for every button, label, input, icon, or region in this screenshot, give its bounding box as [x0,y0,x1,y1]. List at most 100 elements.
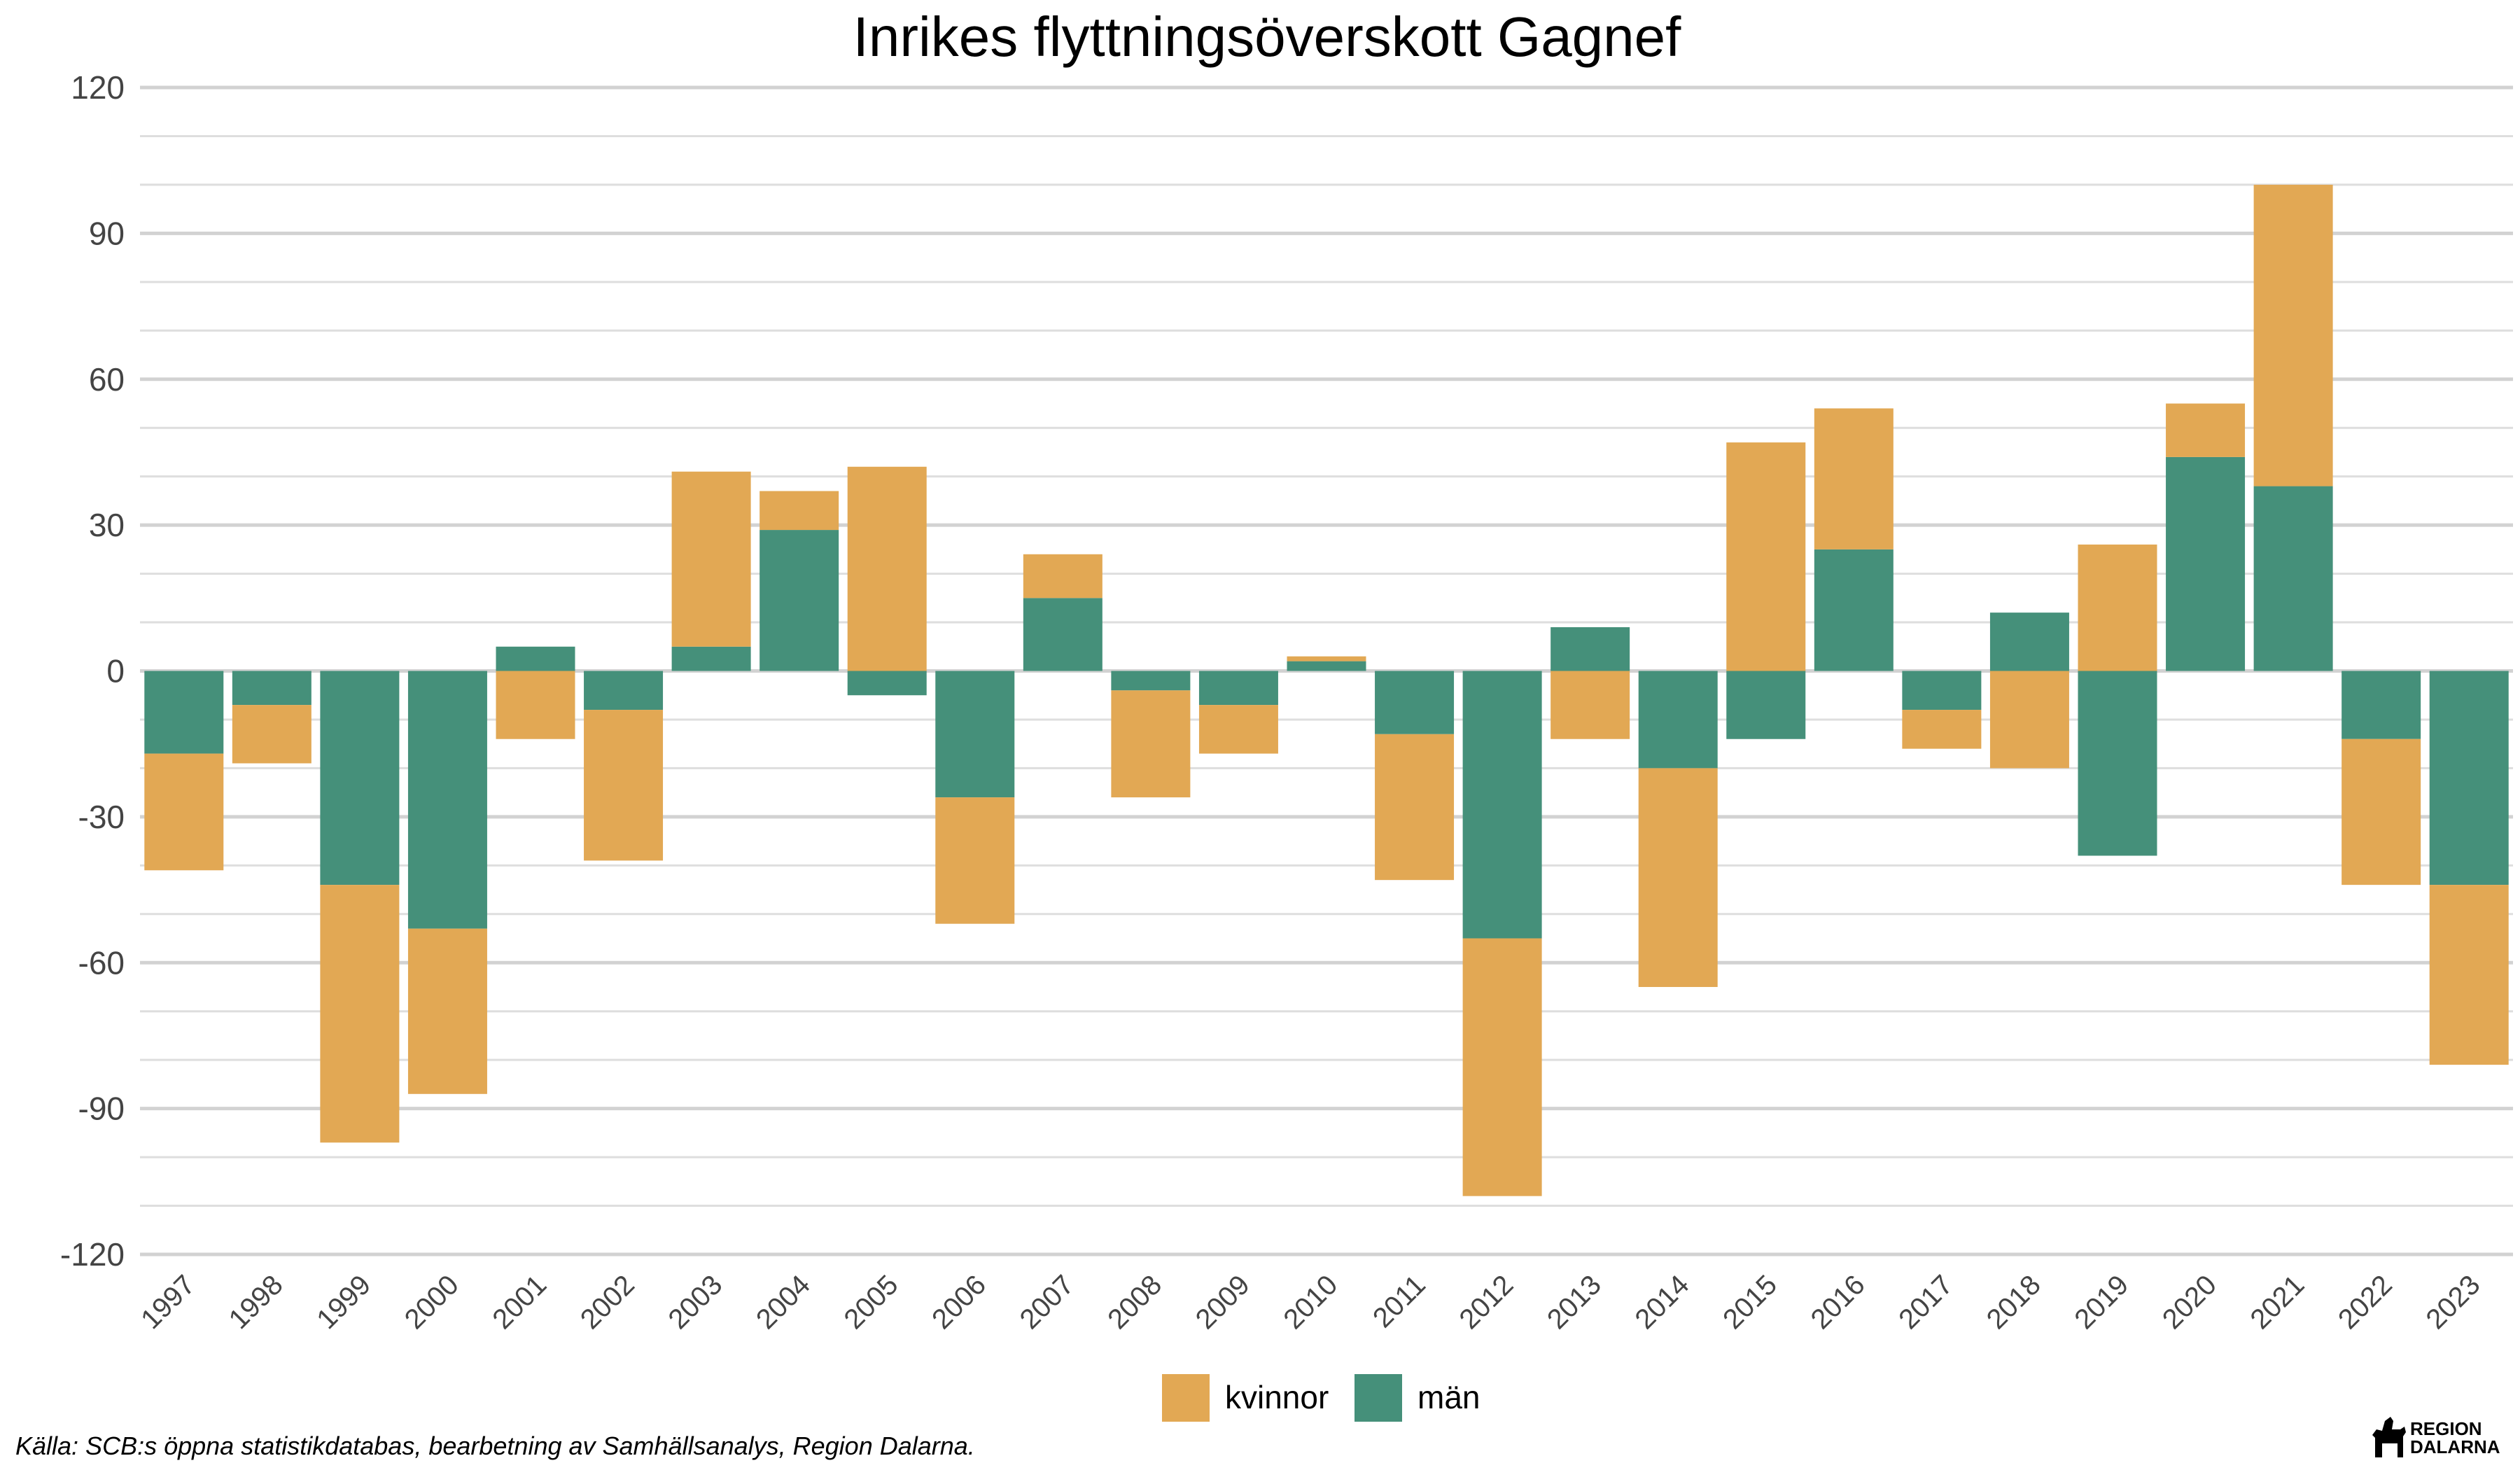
bar-män-2008 [1111,671,1191,691]
y-axis: 120 90 60 30 0 -30 -60 -90 -120 [60,69,125,1273]
legend: kvinnor män [1162,1374,1480,1422]
legend-label-kvinnor: kvinnor [1225,1379,1329,1415]
dala-horse-icon [2372,1417,2406,1457]
bar-män-2010 [1287,661,1366,671]
bar-kvinnor-2001 [496,671,575,739]
x-tick-label: 2018 [1981,1269,2047,1335]
bar-män-2003 [671,646,751,671]
x-tick-label: 2016 [1805,1269,1871,1335]
y-tick-label: -90 [78,1091,125,1127]
x-tick-label: 2003 [662,1269,728,1335]
y-tick-label: 30 [89,507,125,543]
x-tick-label: 2002 [575,1269,640,1335]
bar-kvinnor-2014 [1638,768,1718,987]
x-tick-label: 2011 [1367,1269,1432,1334]
x-axis: 1997 1998 1999 2000 2001 2002 2003 2004 2005 2006… [135,1269,2486,1335]
bar-män-2020 [2166,456,2246,671]
bar-män-2011 [1375,671,1455,734]
y-tick-label: -60 [78,944,125,981]
bar-män-2023 [2429,671,2509,886]
bar-män-2021 [2253,486,2333,671]
x-tick-label: 2012 [1453,1269,1519,1335]
bar-män-2018 [1989,612,2069,671]
y-tick-label: 60 [89,361,125,398]
region-dalarna-logo: REGION DALARNA [2370,1408,2510,1464]
y-tick-label: 120 [71,69,125,106]
bar-män-2015 [1726,671,1806,739]
bar-kvinnor-2010 [1287,656,1366,662]
x-tick-label: 1999 [311,1269,377,1335]
bar-kvinnor-2008 [1111,690,1191,798]
bar-män-2007 [1023,598,1102,671]
x-tick-label: 2019 [2068,1269,2134,1335]
x-tick-label: 2004 [750,1269,816,1335]
bar-kvinnor-2023 [2429,885,2509,1065]
bar-kvinnor-2022 [2342,738,2421,886]
bar-kvinnor-2002 [584,710,664,861]
bar-kvinnor-2006 [935,797,1015,924]
y-tick-label: 0 [106,653,125,690]
x-tick-label: 2021 [2244,1269,2310,1335]
bar-män-2002 [584,671,664,710]
bar-kvinnor-2020 [2166,403,2246,457]
bar-kvinnor-2015 [1726,442,1806,671]
bar-män-2000 [407,671,487,929]
bar-kvinnor-2019 [2078,544,2157,671]
bar-män-2001 [496,646,575,671]
bar-kvinnor-2016 [1814,408,1893,550]
x-tick-label: 2009 [1190,1269,1256,1335]
x-tick-label: 2014 [1630,1269,1695,1335]
y-tick-label: 90 [89,215,125,251]
y-tick-label: -120 [60,1236,125,1273]
x-tick-label: 2010 [1278,1269,1343,1335]
bar-kvinnor-2018 [1989,671,2069,769]
bar-kvinnor-2004 [760,491,839,531]
bar-kvinnor-2013 [1550,671,1630,739]
legend-label-män: män [1418,1379,1480,1415]
legend-swatch-män [1354,1374,1402,1422]
bar-kvinnor-2000 [407,928,487,1094]
bar-kvinnor-2011 [1375,734,1455,881]
x-tick-label: 2006 [926,1269,992,1335]
bar-kvinnor-1997 [144,753,224,871]
x-tick-label: 2008 [1102,1269,1168,1335]
bar-kvinnor-2009 [1198,705,1278,754]
x-tick-label: 2017 [1893,1269,1959,1335]
bar-män-2014 [1638,671,1718,769]
bar-män-2005 [847,671,927,696]
x-tick-label: 1997 [135,1269,201,1335]
x-tick-label: 2023 [2421,1269,2486,1335]
bar-män-2022 [2342,671,2421,739]
legend-swatch-kvinnor [1162,1374,1210,1422]
bar-kvinnor-2003 [671,471,751,647]
bar-män-2013 [1550,626,1630,671]
bar-män-2009 [1198,671,1278,706]
bar-män-1999 [320,671,400,886]
x-tick-label: 2000 [399,1269,465,1335]
bar-män-2006 [935,671,1015,798]
bar-män-2012 [1462,671,1542,939]
bar-män-2016 [1814,549,1893,671]
logo-line-2: DALARNA [2410,1436,2500,1457]
source-note: Källa: SCB:s öppna statistikdatabas, bea… [15,1432,975,1460]
logo-line-1: REGION [2410,1418,2482,1439]
x-tick-label: 2022 [2332,1269,2398,1335]
bar-kvinnor-2012 [1462,938,1542,1196]
bar-kvinnor-2007 [1023,554,1102,598]
x-tick-label: 2013 [1541,1269,1607,1335]
x-tick-label: 2005 [839,1269,904,1335]
x-tick-label: 2007 [1014,1269,1080,1335]
bar-män-1997 [144,671,224,754]
bar-kvinnor-2021 [2253,184,2333,486]
bar-kvinnor-1998 [232,705,312,764]
bar-män-2004 [760,530,839,671]
x-tick-label: 1998 [223,1269,289,1335]
bar-män-1998 [232,671,312,706]
bars [144,184,2509,1196]
x-tick-label: 2020 [2157,1269,2222,1335]
chart-title: Inrikes flyttningsöverskott Gagnef [853,6,1682,68]
x-tick-label: 2001 [486,1269,552,1335]
y-tick-label: -30 [78,799,125,835]
bar-kvinnor-2005 [847,466,927,671]
